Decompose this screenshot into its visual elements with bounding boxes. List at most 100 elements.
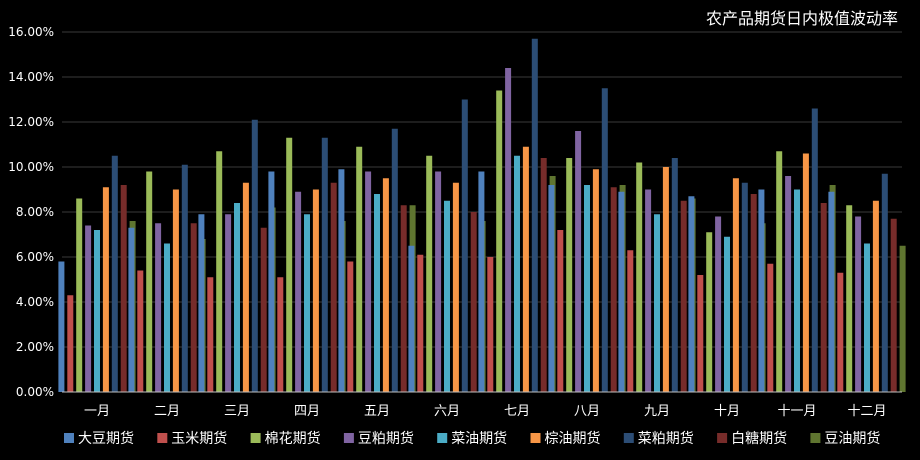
y-tick-label: 6.00% [16, 250, 54, 264]
y-tick-label: 16.00% [8, 25, 54, 39]
bar [846, 205, 853, 392]
bar [724, 236, 730, 392]
bar [697, 275, 704, 392]
bar [321, 137, 328, 392]
bars [58, 38, 906, 392]
legend-swatch [64, 433, 74, 443]
x-tick-label: 一月 [84, 404, 110, 419]
bar [706, 232, 713, 392]
bar [198, 214, 205, 392]
bar [881, 173, 888, 392]
bar [575, 131, 582, 392]
bar [855, 216, 862, 392]
chart-title: 农产品期货日内极值波动率 [706, 9, 898, 28]
bar [610, 187, 617, 392]
y-tick-label: 12.00% [8, 115, 54, 129]
bar [295, 191, 302, 392]
legend: 大豆期货 玉米期货 棉花期货 豆粕期货 菜油期货 棕油期货 菜粕期货 白糖期货 豆油期货 [64, 430, 880, 447]
bar [680, 200, 687, 392]
bar [382, 178, 389, 392]
bar [592, 169, 599, 392]
y-tick-label: 2.00% [16, 340, 54, 354]
bar [444, 200, 450, 392]
bar [627, 250, 634, 392]
bar [365, 171, 372, 392]
bar [164, 243, 170, 392]
bar [207, 277, 214, 392]
legend-item: 白糖期货 [717, 430, 787, 447]
bar [531, 38, 538, 392]
bar [505, 68, 512, 392]
x-tick-label: 十一月 [777, 404, 816, 419]
bar [234, 203, 240, 392]
legend-item: 豆粕期货 [343, 430, 414, 447]
bar [820, 203, 827, 392]
bar [111, 155, 118, 392]
bar [496, 90, 503, 392]
bar [251, 119, 258, 392]
axes: 0.00% 2.00% 4.00% 6.00% 8.00% 10.00% 12.00% 14.… [8, 25, 902, 419]
bar [172, 189, 179, 392]
bar [190, 223, 197, 392]
bar [426, 155, 433, 392]
bar [374, 194, 380, 392]
bar [268, 171, 275, 392]
bar [286, 137, 293, 392]
y-tick-label: 14.00% [8, 70, 54, 84]
bar [767, 263, 774, 392]
y-tick-label: 10.00% [8, 160, 54, 174]
bar [356, 146, 363, 392]
y-tick-label: 0.00% [16, 385, 54, 399]
bar [330, 182, 337, 392]
bar [514, 155, 520, 392]
bar [338, 169, 345, 392]
bar [277, 277, 284, 392]
bar [802, 153, 809, 392]
x-tick-label: 八月 [574, 404, 600, 419]
bar [872, 200, 879, 392]
bar [636, 162, 643, 392]
bar [522, 146, 529, 392]
legend-swatch [437, 433, 448, 443]
bar [400, 205, 407, 392]
bar [137, 270, 144, 392]
bar [618, 191, 625, 392]
legend-item: 豆油期货 [810, 430, 880, 447]
x-tick-label: 十二月 [847, 404, 886, 419]
bar [750, 194, 757, 392]
bar [181, 164, 188, 392]
bar [732, 178, 739, 392]
bar [216, 151, 223, 392]
legend-item: 菜粕期货 [623, 430, 694, 447]
bar [435, 171, 442, 392]
bar [102, 187, 109, 392]
bar [155, 223, 162, 392]
bar [146, 171, 153, 392]
legend-label: 菜油期货 [451, 430, 507, 447]
bar [391, 128, 398, 392]
bar [671, 158, 678, 392]
x-tick-label: 三月 [224, 404, 250, 419]
bar [785, 176, 792, 392]
bar [890, 218, 897, 392]
x-tick-label: 十月 [714, 404, 740, 419]
bar [67, 295, 74, 392]
bar [242, 182, 249, 392]
bar [548, 185, 555, 392]
bar [85, 225, 92, 392]
bar [645, 189, 652, 392]
bar [758, 189, 765, 392]
bar [487, 257, 494, 392]
bar [417, 254, 424, 392]
bar [260, 227, 267, 392]
bar [540, 158, 547, 392]
bar [662, 167, 669, 392]
bar [584, 185, 590, 392]
bar [715, 216, 722, 392]
bar [601, 88, 608, 392]
legend-item: 大豆期货 [64, 430, 134, 447]
x-tick-label: 二月 [154, 404, 180, 419]
bar [478, 171, 485, 392]
legend-swatch [157, 433, 168, 443]
